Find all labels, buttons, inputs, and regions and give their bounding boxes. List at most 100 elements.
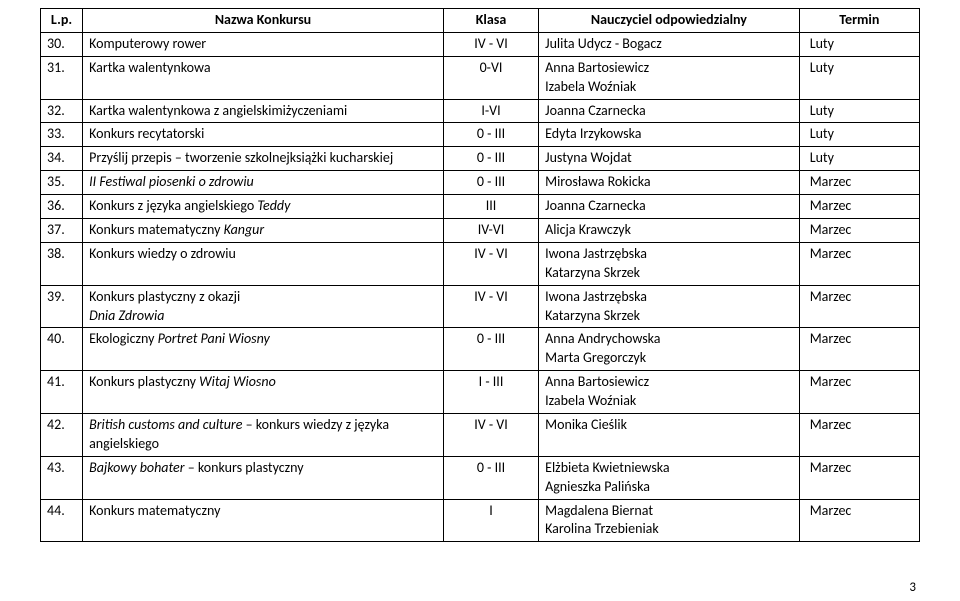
- table-row: 42.British customs and culture – konkurs…: [41, 414, 920, 457]
- cell-klasa: 0 - III: [443, 328, 538, 371]
- cell-termin: Marzec: [799, 499, 919, 542]
- teacher-name: Katarzyna Skrzek: [545, 264, 640, 281]
- cell-name: British customs and culture – konkurs wi…: [83, 414, 444, 457]
- cell-termin: Luty: [799, 32, 919, 56]
- cell-lp: 37.: [41, 219, 83, 243]
- teacher-name: Elżbieta Kwietniewska: [545, 459, 670, 476]
- table-row: 40. Ekologiczny Portret Pani Wiosny 0 - II…: [41, 328, 920, 371]
- cell-teacher: Anna BartosiewiczIzabela Woźniak: [539, 56, 800, 99]
- cell-klasa: IV-VI: [443, 219, 538, 243]
- cell-termin: Marzec: [799, 219, 919, 243]
- cell-termin: Marzec: [799, 285, 919, 328]
- cell-klasa: IV - VI: [443, 285, 538, 328]
- name-text: książki kucharskiej: [290, 149, 393, 166]
- cell-termin: Marzec: [799, 242, 919, 285]
- cell-lp: 43.: [41, 456, 83, 499]
- name-text: Ekologiczny: [89, 330, 158, 347]
- teacher-name: Joanna Czarnecka: [545, 102, 646, 119]
- page-number: 3: [909, 580, 916, 595]
- name-italic: Portret Pani Wiosny: [158, 330, 270, 347]
- cell-name: Bajkowy bohater – konkurs plastyczny: [83, 456, 444, 499]
- name-text: Konkurs plastyczny: [89, 373, 199, 390]
- cell-lp: 35.: [41, 171, 83, 195]
- cell-termin: Marzec: [799, 195, 919, 219]
- cell-teacher: Elżbieta Kwietniewska Agnieszka Palińska: [539, 456, 800, 499]
- table-row: 31.Kartka walentynkowa0-VIAnna Bartosiew…: [41, 56, 920, 99]
- teacher-name: Anna Bartosiewicz: [545, 59, 649, 76]
- cell-lp: 30.: [41, 32, 83, 56]
- name-text: Kartka walentynkowa: [89, 59, 210, 76]
- teacher-name: Agnieszka Palińska: [545, 478, 650, 495]
- teacher-name: Katarzyna Skrzek: [545, 307, 640, 324]
- teacher-name: Karolina Trzebieniak: [545, 520, 659, 537]
- name-italic: Teddy: [257, 197, 290, 214]
- header-termin: Termin: [799, 9, 919, 33]
- cell-name: Konkurs wiedzy o zdrowiu: [83, 242, 444, 285]
- table-row: 44.Konkurs matematycznyIMagdalena Bierna…: [41, 499, 920, 542]
- name-text: Konkurs z języka angielskiego: [89, 197, 257, 214]
- name-text: Konkurs plastyczny z okazji: [89, 288, 240, 305]
- cell-lp: 31.: [41, 56, 83, 99]
- cell-termin: Luty: [799, 147, 919, 171]
- cell-termin: Luty: [799, 56, 919, 99]
- cell-klasa: I - III: [443, 371, 538, 414]
- cell-lp: 34.: [41, 147, 83, 171]
- teacher-name: Iwona Jastrzębska: [545, 288, 647, 305]
- cell-lp: 42.: [41, 414, 83, 457]
- cell-lp: 32.: [41, 99, 83, 123]
- cell-klasa: IV - VI: [443, 242, 538, 285]
- cell-lp: 44.: [41, 499, 83, 542]
- cell-teacher: Iwona Jastrzębska Katarzyna Skrzek: [539, 285, 800, 328]
- cell-teacher: Anna AndrychowskaMarta Gregorczyk: [539, 328, 800, 371]
- cell-name: Konkurs plastyczny z okazjiDnia Zdrowia: [83, 285, 444, 328]
- cell-termin: Marzec: [799, 414, 919, 457]
- name-text: Konkurs recytatorski: [89, 125, 204, 142]
- cell-lp: 36.: [41, 195, 83, 219]
- cell-lp: 40.: [41, 328, 83, 371]
- cell-klasa: 0 - III: [443, 147, 538, 171]
- table-row: 43.Bajkowy bohater – konkurs plastyczny0…: [41, 456, 920, 499]
- header-teacher: Nauczyciel odpowiedzialny: [539, 9, 800, 33]
- cell-name: Konkurs plastyczny Witaj Wiosno: [83, 371, 444, 414]
- cell-teacher: Magdalena BiernatKarolina Trzebieniak: [539, 499, 800, 542]
- cell-termin: Marzec: [799, 456, 919, 499]
- cell-teacher: Justyna Wojdat: [539, 147, 800, 171]
- name-text: Przyślij przepis – tworzenie szkolnej: [89, 149, 290, 166]
- cell-name: Kartka walentynkowa z angielskimiżyczeni…: [83, 99, 444, 123]
- teacher-name: Justyna Wojdat: [545, 149, 632, 166]
- teacher-name: Izabela Woźniak: [545, 392, 636, 409]
- name-text: Konkurs matematyczny: [89, 221, 224, 238]
- teacher-name: Joanna Czarnecka: [545, 197, 646, 214]
- name-italic: British customs and culture: [89, 416, 242, 433]
- teacher-name: Julita Udycz - Bogacz: [545, 35, 662, 52]
- cell-klasa: IV - VI: [443, 414, 538, 457]
- table-row: 34.Przyślij przepis – tworzenie szkolnej…: [41, 147, 920, 171]
- cell-lp: 41.: [41, 371, 83, 414]
- cell-teacher: Mirosława Rokicka: [539, 171, 800, 195]
- table-row: 33.Konkurs recytatorski0 - IIIEdyta Irzy…: [41, 123, 920, 147]
- cell-termin: Luty: [799, 123, 919, 147]
- name-italic: II Festiwal piosenki o zdrowiu: [89, 173, 254, 190]
- cell-klasa: 0 - III: [443, 171, 538, 195]
- cell-name: Kartka walentynkowa: [83, 56, 444, 99]
- table-row: 39.Konkurs plastyczny z okazjiDnia Zdrow…: [41, 285, 920, 328]
- teacher-name: Mirosława Rokicka: [545, 173, 651, 190]
- table-row: 41.Konkurs plastyczny Witaj WiosnoI - II…: [41, 371, 920, 414]
- table-row: 38.Konkurs wiedzy o zdrowiuIV - VIIwona …: [41, 242, 920, 285]
- cell-klasa: I: [443, 499, 538, 542]
- cell-teacher: Monika Cieślik: [539, 414, 800, 457]
- cell-termin: Marzec: [799, 171, 919, 195]
- name-text: – konkurs plastyczny: [185, 459, 304, 476]
- cell-teacher: Edyta Irzykowska: [539, 123, 800, 147]
- cell-termin: Marzec: [799, 328, 919, 371]
- table-row: 36.Konkurs z języka angielskiego TeddyII…: [41, 195, 920, 219]
- table-row: 35. II Festiwal piosenki o zdrowiu 0 - III…: [41, 171, 920, 195]
- cell-teacher: Julita Udycz - Bogacz: [539, 32, 800, 56]
- cell-name: Przyślij przepis – tworzenie szkolnejksi…: [83, 147, 444, 171]
- name-text: życzeniami: [286, 102, 347, 119]
- cell-name: Konkurs matematyczny: [83, 499, 444, 542]
- contest-table: L.p. Nazwa Konkursu Klasa Nauczyciel odp…: [40, 8, 920, 542]
- teacher-name: Monika Cieślik: [545, 416, 627, 433]
- name-italic: Witaj Wiosno: [199, 373, 276, 390]
- cell-klasa: 0-VI: [443, 56, 538, 99]
